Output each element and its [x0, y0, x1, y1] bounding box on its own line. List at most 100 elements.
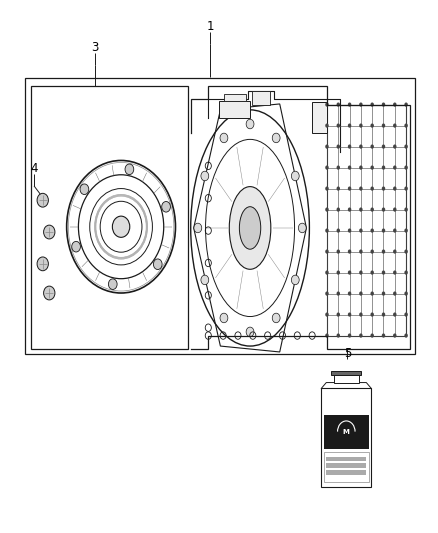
- Circle shape: [359, 102, 363, 107]
- Circle shape: [348, 144, 351, 149]
- Circle shape: [325, 187, 329, 191]
- Circle shape: [336, 292, 340, 296]
- Circle shape: [404, 270, 408, 274]
- Circle shape: [371, 312, 374, 317]
- Text: 4: 4: [30, 162, 38, 175]
- Circle shape: [371, 229, 374, 233]
- Circle shape: [382, 249, 385, 254]
- Circle shape: [382, 207, 385, 212]
- Bar: [31, 86, 187, 349]
- Text: 3: 3: [91, 41, 99, 54]
- Circle shape: [80, 184, 89, 195]
- Circle shape: [348, 187, 351, 191]
- Bar: [326, 470, 366, 475]
- Bar: [324, 452, 369, 482]
- Circle shape: [382, 187, 385, 191]
- Circle shape: [393, 229, 396, 233]
- Circle shape: [371, 270, 374, 274]
- Circle shape: [113, 216, 130, 237]
- Circle shape: [393, 292, 396, 296]
- Circle shape: [220, 313, 228, 323]
- Circle shape: [371, 144, 374, 149]
- Circle shape: [72, 241, 81, 252]
- Circle shape: [336, 165, 340, 169]
- Circle shape: [371, 165, 374, 169]
- Circle shape: [382, 292, 385, 296]
- Circle shape: [336, 334, 340, 338]
- Circle shape: [348, 292, 351, 296]
- Circle shape: [246, 327, 254, 337]
- Circle shape: [393, 165, 396, 169]
- Circle shape: [325, 249, 329, 254]
- Circle shape: [201, 171, 209, 181]
- Circle shape: [393, 102, 396, 107]
- Circle shape: [348, 102, 351, 107]
- Circle shape: [44, 225, 55, 239]
- Bar: [327, 104, 406, 336]
- Circle shape: [371, 334, 374, 338]
- Circle shape: [393, 312, 396, 317]
- Circle shape: [404, 124, 408, 128]
- Bar: [331, 371, 361, 375]
- Circle shape: [382, 229, 385, 233]
- Bar: [25, 78, 415, 354]
- Ellipse shape: [191, 110, 309, 346]
- Text: 5: 5: [344, 348, 351, 360]
- Circle shape: [359, 292, 363, 296]
- Circle shape: [336, 312, 340, 317]
- Circle shape: [393, 270, 396, 274]
- Circle shape: [325, 312, 329, 317]
- Bar: [334, 375, 359, 383]
- Bar: [324, 415, 369, 449]
- Circle shape: [359, 144, 363, 149]
- Circle shape: [348, 229, 351, 233]
- Circle shape: [272, 133, 280, 143]
- Circle shape: [393, 187, 396, 191]
- Circle shape: [393, 207, 396, 212]
- Circle shape: [336, 102, 340, 107]
- Circle shape: [393, 144, 396, 149]
- Circle shape: [348, 207, 351, 212]
- Circle shape: [325, 102, 329, 107]
- Circle shape: [348, 270, 351, 274]
- Circle shape: [153, 259, 162, 270]
- Circle shape: [325, 144, 329, 149]
- Circle shape: [291, 171, 299, 181]
- Circle shape: [359, 124, 363, 128]
- Bar: [326, 464, 366, 468]
- Circle shape: [393, 334, 396, 338]
- Bar: [224, 94, 246, 101]
- Text: 1: 1: [207, 20, 214, 33]
- Circle shape: [404, 292, 408, 296]
- Circle shape: [382, 124, 385, 128]
- Circle shape: [220, 133, 228, 143]
- Circle shape: [404, 187, 408, 191]
- Circle shape: [336, 187, 340, 191]
- Circle shape: [382, 334, 385, 338]
- Circle shape: [67, 160, 176, 293]
- Circle shape: [404, 229, 408, 233]
- Circle shape: [272, 313, 280, 323]
- Circle shape: [382, 165, 385, 169]
- Bar: [219, 101, 250, 118]
- Circle shape: [404, 144, 408, 149]
- Circle shape: [393, 249, 396, 254]
- Circle shape: [359, 312, 363, 317]
- Circle shape: [359, 249, 363, 254]
- Circle shape: [336, 207, 340, 212]
- Circle shape: [109, 279, 117, 289]
- Bar: [191, 86, 410, 349]
- Circle shape: [371, 292, 374, 296]
- Circle shape: [371, 187, 374, 191]
- Circle shape: [348, 249, 351, 254]
- Circle shape: [325, 334, 329, 338]
- Circle shape: [382, 270, 385, 274]
- Circle shape: [336, 270, 340, 274]
- Circle shape: [371, 249, 374, 254]
- Circle shape: [37, 193, 48, 207]
- Circle shape: [382, 312, 385, 317]
- Circle shape: [246, 119, 254, 129]
- Circle shape: [201, 275, 209, 285]
- Circle shape: [336, 229, 340, 233]
- Circle shape: [348, 124, 351, 128]
